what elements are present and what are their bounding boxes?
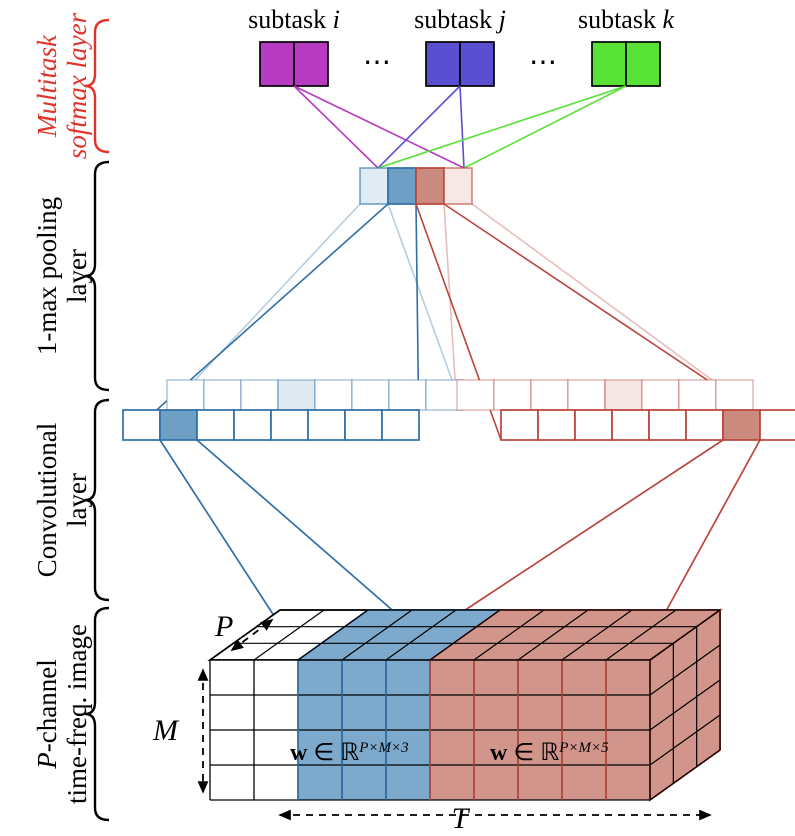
svg-text:layer: layer: [62, 249, 92, 303]
svg-text:softmax layer: softmax layer: [62, 12, 92, 159]
svg-text:subtask i: subtask i: [248, 5, 340, 34]
svg-text:subtask j: subtask j: [414, 5, 506, 34]
svg-text:Convolutional: Convolutional: [32, 423, 62, 578]
svg-text:subtask k: subtask k: [578, 5, 675, 34]
svg-text:⋯: ⋯: [529, 47, 557, 78]
svg-text:M: M: [152, 714, 180, 747]
svg-text:Multitask: Multitask: [32, 34, 62, 138]
svg-text:T: T: [452, 802, 471, 835]
svg-text:time-freq. image: time-freq. image: [62, 624, 92, 804]
diagram-root: Multitasksoftmax layer1-max poolinglayer…: [0, 0, 795, 836]
svg-text:P-channel: P-channel: [32, 659, 62, 769]
svg-text:layer: layer: [62, 473, 92, 527]
svg-text:⋯: ⋯: [363, 47, 391, 78]
diagram-svg: Multitasksoftmax layer1-max poolinglayer…: [0, 0, 795, 836]
svg-text:P: P: [214, 610, 233, 643]
svg-text:1-max pooling: 1-max pooling: [32, 197, 62, 355]
